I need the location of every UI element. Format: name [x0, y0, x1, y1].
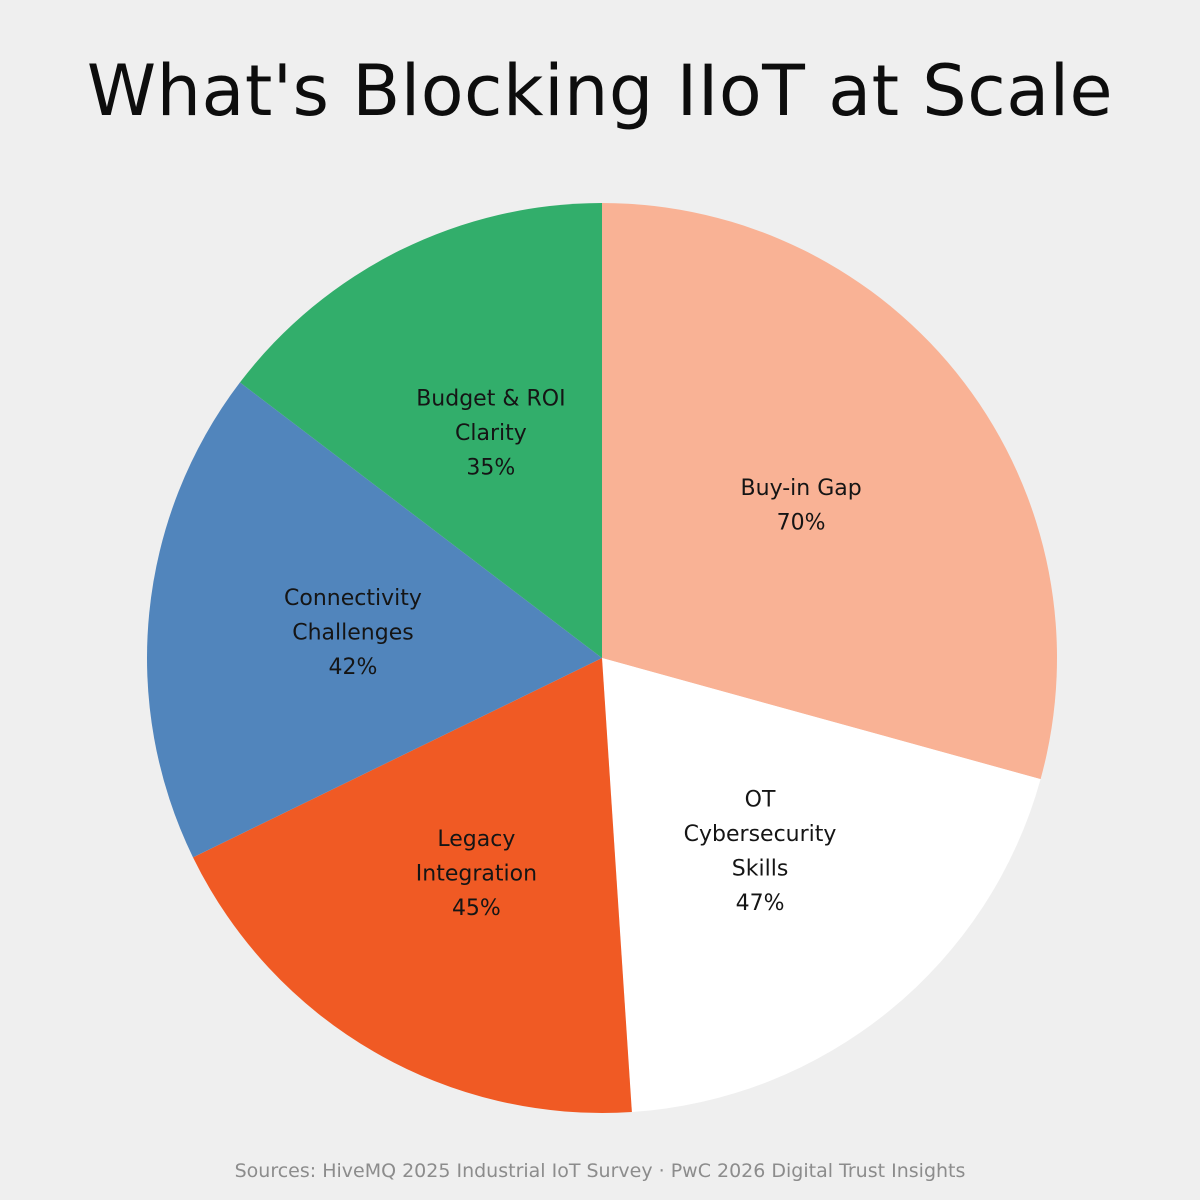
slice-label-0: Buy-in Gap 70%: [741, 476, 862, 536]
pie-labels: Buy-in Gap 70% OT Cybersecurity Skills 47% Leg…: [284, 386, 862, 921]
pie-slices: [146, 203, 1057, 1114]
slice-label-4: Budget & ROI Clarity 35%: [416, 386, 565, 480]
slice-label-line-1-1: Cybersecurity: [684, 822, 837, 847]
slice-label-line-2-0: Legacy: [437, 827, 515, 852]
pie-slice-4: [239, 203, 602, 658]
chart-source: Sources: HiveMQ 2025 Industrial IoT Surv…: [234, 1160, 966, 1182]
slice-label-line-1-2: Skills: [732, 856, 789, 881]
pie-slice-2: [192, 658, 632, 1114]
slice-label-2: Legacy Integration 45%: [416, 827, 537, 921]
slice-value-4: 35%: [466, 455, 515, 480]
pie-slice-0: [602, 203, 1057, 780]
slice-label-line-0-0: Buy-in Gap: [741, 476, 862, 501]
slice-label-line-1-0: OT: [745, 787, 776, 812]
slice-label-1: OT Cybersecurity Skills 47%: [684, 787, 837, 916]
slice-value-1: 47%: [736, 891, 785, 916]
slice-value-2: 45%: [452, 896, 501, 921]
slice-value-0: 70%: [777, 511, 826, 536]
slice-label-line-3-0: Connectivity: [284, 586, 422, 611]
slice-label-line-3-1: Challenges: [292, 620, 413, 645]
slice-label-line-4-0: Budget & ROI: [416, 386, 565, 411]
slice-label-3: Connectivity Challenges 42%: [284, 586, 422, 680]
chart-title: What's Blocking IIoT at Scale: [86, 50, 1114, 132]
slice-label-line-2-1: Integration: [416, 861, 537, 886]
pie-slice-1: [602, 658, 1041, 1113]
pie-slice-3: [146, 382, 603, 858]
slice-value-3: 42%: [329, 655, 378, 680]
slice-label-line-4-1: Clarity: [455, 421, 527, 446]
